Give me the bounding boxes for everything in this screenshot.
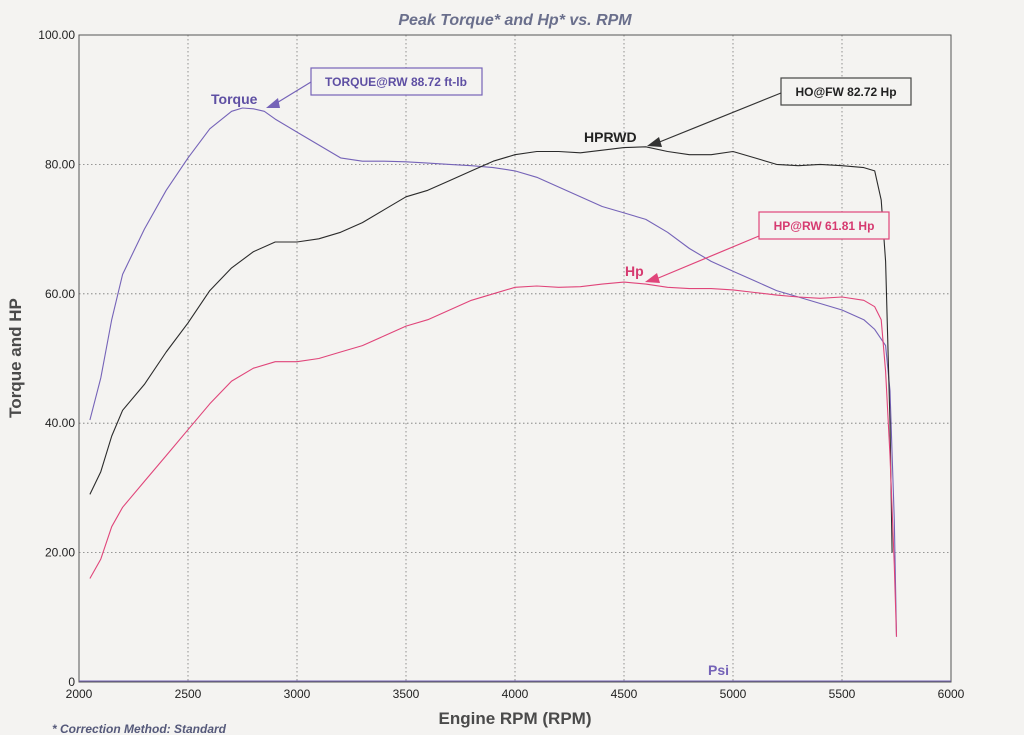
hprwd-annotation-text: HO@FW 82.72 Hp (795, 85, 896, 99)
x-axis-label: Engine RPM (RPM) (439, 709, 592, 728)
footnote: * Correction Method: Standard (52, 722, 227, 735)
x-tick-label: 4000 (502, 687, 529, 701)
series-lines (89, 107, 898, 637)
hp-annotation-arrow (655, 235, 760, 280)
plot-frame (78, 34, 952, 683)
hprwd-curve-label: HPRWD (584, 129, 637, 145)
hprwd-arrowhead (647, 137, 662, 147)
hp-curve-label: Hp (625, 263, 644, 279)
hprwd-annotation: HO@FW 82.72 Hp HPRWD (584, 77, 912, 147)
torque-annotation: TORQUE@RW 88.72 ft-lb Torque (211, 67, 483, 108)
hprwd-annotation-arrow (656, 92, 782, 144)
x-tick-label: 2500 (175, 687, 202, 701)
x-tick-label: 5000 (720, 687, 747, 701)
torque-curve-label: Torque (211, 91, 258, 107)
y-tick-label: 100.00 (38, 28, 75, 42)
torque-annotation-arrow (274, 81, 312, 105)
hprwd-annotation-box (780, 77, 912, 106)
torque-annotation-box (310, 67, 483, 96)
x-tick-label: 3500 (393, 687, 420, 701)
chart-title: Peak Torque* and Hp* vs. RPM (398, 12, 632, 29)
y-tick-label: 40.00 (45, 416, 75, 430)
y-axis-ticks: 0 20.00 40.00 60.00 80.00 100.00 (38, 28, 75, 689)
x-tick-label: 4500 (611, 687, 638, 701)
x-tick-label: 2000 (66, 687, 93, 701)
y-axis-label: Torque and HP (6, 298, 25, 418)
x-tick-label: 5500 (829, 687, 856, 701)
y-tick-label: 80.00 (45, 157, 75, 171)
y-tick-label: 20.00 (45, 546, 75, 560)
hprwd-series-line (89, 146, 893, 553)
hp-arrowhead (645, 273, 660, 283)
torque-arrowhead (266, 98, 280, 108)
y-tick-label: 0 (68, 675, 75, 689)
x-tick-label: 3000 (284, 687, 311, 701)
torque-series-line (89, 107, 898, 637)
psi-curve-label: Psi (708, 662, 729, 678)
hp-series-line (89, 281, 898, 637)
hp-annotation: HP@RW 61.81 Hp Hp (625, 211, 890, 283)
x-tick-label: 6000 (938, 687, 965, 701)
torque-annotation-text: TORQUE@RW 88.72 ft-lb (325, 75, 467, 89)
hp-annotation-text: HP@RW 61.81 Hp (774, 219, 875, 233)
hp-annotation-box (758, 211, 890, 240)
x-axis-ticks: 2000 2500 3000 3500 4000 4500 5000 5500 6000 (66, 687, 965, 701)
y-tick-label: 60.00 (45, 287, 75, 301)
